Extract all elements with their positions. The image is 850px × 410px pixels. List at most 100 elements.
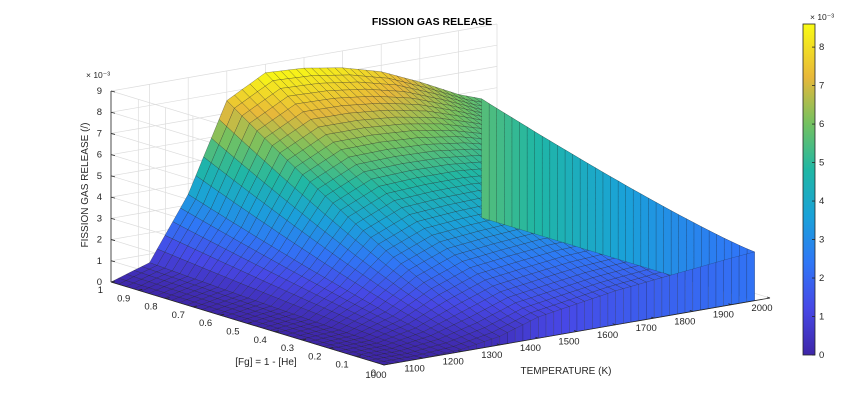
colorbar-tick-label: 4: [819, 196, 824, 207]
y-tick-label: 0.9: [117, 293, 130, 304]
surface-side-patch: [534, 131, 543, 237]
surface-side-patch: [542, 135, 550, 239]
surface-side-patch: [663, 206, 672, 276]
z-tick-label: 7: [97, 128, 102, 139]
surface-side-patch: [488, 103, 497, 223]
x-tick-label: 1000: [365, 370, 386, 381]
axis-labels: FISSION GAS RELEASE TEMPERATURE (K) [Fg]…: [80, 16, 611, 377]
surface-side-patch: [678, 214, 687, 281]
y-tick-label: 1: [98, 285, 103, 296]
y-tick-label: 0.3: [281, 343, 294, 354]
surface-front-patch: [669, 273, 678, 316]
z-tick-label: 8: [97, 107, 102, 118]
surface-front-patch: [646, 279, 655, 320]
surface-mesh: [110, 67, 756, 366]
z-tick-label: 9: [97, 86, 102, 97]
surface-front-patch: [661, 275, 670, 317]
z-axis-exponent: × 10⁻³: [86, 70, 110, 80]
colorbar: × 10⁻³ 0 1 2 3 4 5 6 7 8: [802, 12, 834, 361]
surface-front-patch: [561, 306, 570, 335]
surface-side-patch: [564, 149, 573, 246]
colorbar-exponent: × 10⁻³: [810, 12, 834, 22]
surface-side-patch: [496, 108, 505, 225]
surface-front-patch: [746, 251, 755, 303]
x-tick-label: 1600: [597, 330, 618, 341]
colorbar-tick-label: 3: [819, 235, 824, 246]
y-tick-label: 0.5: [226, 327, 239, 338]
surface-side-patch: [648, 197, 657, 271]
x-tick-label: 1700: [636, 323, 657, 334]
surface-side-patch: [633, 189, 641, 267]
surface-front-patch: [576, 301, 585, 332]
surface-side-patch: [511, 117, 520, 230]
surface-side-patch: [655, 202, 664, 274]
surface-side-patch: [519, 122, 528, 232]
x-tick-label: 1200: [443, 357, 464, 368]
surface-front-patch: [569, 303, 578, 333]
colorbar-tick-label: 1: [819, 312, 824, 323]
z-tick-label: 3: [97, 213, 102, 224]
surface-front-patch: [600, 293, 609, 328]
surface-side-patch: [526, 126, 535, 235]
surface-front-patch: [592, 295, 601, 329]
surface-side-patch: [549, 140, 558, 241]
surface-side-patch: [670, 210, 679, 278]
x-axis-label: TEMPERATURE (K): [521, 366, 612, 377]
surface-front-patch: [684, 268, 693, 313]
z-tick-label: 6: [97, 150, 102, 161]
y-tick-label: 0: [371, 368, 376, 379]
surface-side-patch: [504, 112, 513, 228]
surface-side-patch: [602, 171, 611, 258]
surface-front-patch: [638, 281, 647, 321]
z-tick-label: 4: [97, 192, 102, 203]
surface-front-patch: [708, 262, 717, 309]
x-tick-label: 1500: [558, 337, 579, 348]
surface-front-patch: [738, 253, 747, 304]
surface-front-patch: [545, 311, 554, 338]
surface-front-patch: [538, 314, 547, 339]
x-tick-label: 1900: [713, 310, 734, 321]
surface-front-patch: [630, 284, 639, 323]
y-tick-label: 0.7: [172, 310, 185, 321]
surface-side-patch: [595, 167, 604, 255]
z-tick-label: 2: [97, 235, 102, 246]
surface-side-patch: [640, 193, 649, 269]
x-tick-label: 1100: [404, 363, 424, 374]
surface-side-patch: [572, 154, 581, 248]
colorbar-tick-label: 5: [819, 158, 824, 169]
surface-front-patch: [530, 316, 539, 340]
surface-front-patch: [607, 290, 616, 327]
surface-front-patch: [715, 260, 724, 308]
surface-side-patch: [579, 158, 588, 251]
surface-front-patch: [731, 255, 740, 305]
colorbar-tick-label: 7: [819, 81, 824, 92]
surface-front-patch: [615, 288, 624, 325]
y-tick-label: 0.4: [254, 335, 267, 346]
surface-front-patch: [584, 298, 593, 331]
surface-front-patch: [723, 257, 732, 307]
colorbar-gradient: [802, 23, 816, 356]
surface-front-patch: [700, 264, 709, 311]
x-tick-label: 1300: [481, 350, 502, 361]
y-tick-label: 0.1: [335, 360, 348, 371]
surface-side-patch: [481, 98, 490, 221]
surface-side-patch: [610, 176, 619, 260]
y-axis-label: [Fg] = 1 - [He]: [235, 357, 297, 368]
z-tick-label: 5: [97, 171, 102, 182]
x-tick-label: 1400: [520, 343, 541, 354]
y-tick-label: 0.2: [308, 351, 321, 362]
surface-front-patch: [623, 286, 632, 324]
z-tick-label: 1: [97, 256, 102, 267]
colorbar-tick-label: 2: [819, 273, 824, 284]
surface-side-patch: [557, 145, 566, 244]
surface-side-patch: [625, 185, 634, 265]
x-tick-label: 1800: [674, 316, 695, 327]
surface-side-patch: [587, 163, 596, 253]
y-tick-label: 0.6: [199, 318, 212, 329]
chart-title: FISSION GAS RELEASE: [372, 16, 492, 28]
surface-front-patch: [692, 266, 701, 312]
colorbar-tick-label: 8: [819, 42, 824, 53]
y-tick-label: 0.8: [144, 302, 157, 313]
